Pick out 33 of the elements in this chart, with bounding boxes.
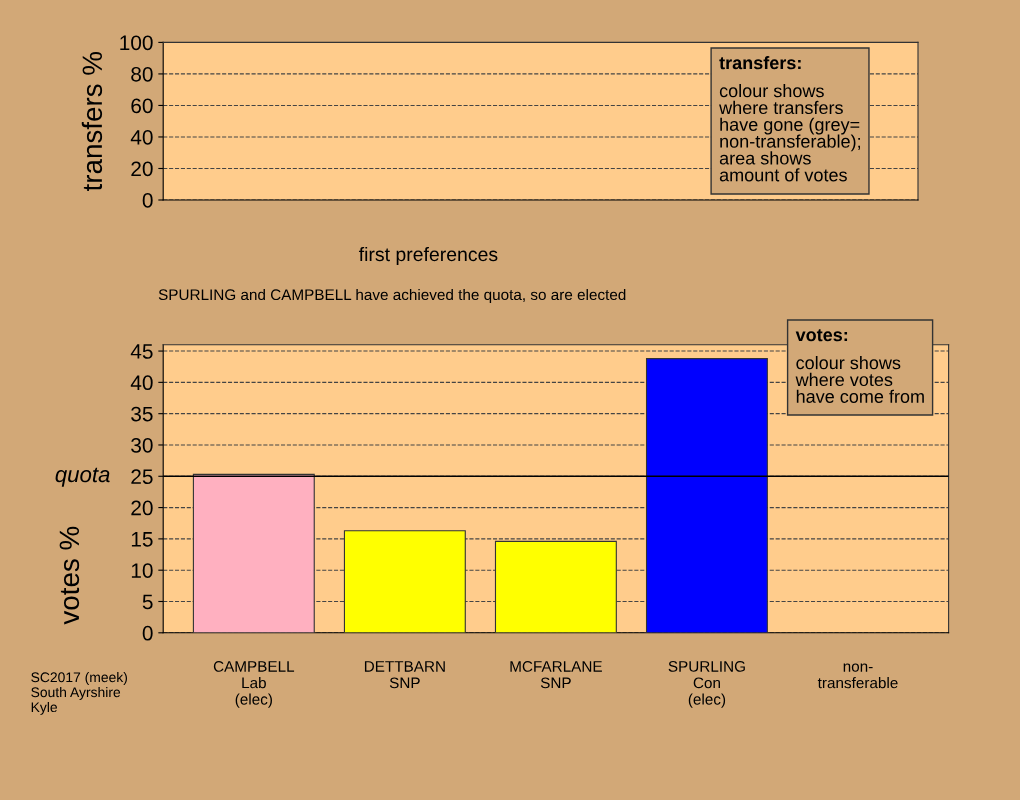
bar <box>645 358 768 633</box>
bar <box>343 530 466 633</box>
annotation: votes: colour shows where votes have come from <box>795 329 924 403</box>
y-tick-label: 25 <box>131 469 153 485</box>
y-tick-label: 80 <box>131 66 153 82</box>
annotation: transfers: colour shows where transfers have gone (grey= non-transferable); area shows amount of votes <box>719 56 860 182</box>
y-tick-label: 0 <box>142 193 153 208</box>
x-tick-label: non- transferable <box>817 663 898 689</box>
y-tick-label: 100 <box>120 35 153 51</box>
chart-title: first preferences <box>358 246 498 266</box>
y-tick-label: 10 <box>131 563 153 578</box>
y-axis-title: votes % <box>59 526 80 625</box>
x-tick-label: DETTBARN SNP <box>364 661 445 689</box>
y-tick-label: 35 <box>131 406 153 422</box>
text: SC2017 (meek) South Ayrshire Kyle <box>31 672 127 715</box>
chart-subtitle: SPURLING and CAMPBELL have achieved the quota, so are elected <box>158 288 626 304</box>
y-tick-label: 20 <box>131 500 153 516</box>
bar <box>192 473 315 633</box>
y-axis-title: transfers % <box>81 51 103 192</box>
y-tick-label: 40 <box>130 375 153 391</box>
y-tick-label: 15 <box>131 532 153 547</box>
y-tick-label: 0 <box>142 625 153 641</box>
y-tick-label: 30 <box>131 437 153 453</box>
x-tick-label: CAMPBELL Lab (elec) <box>213 660 295 708</box>
y-tick-label: 45 <box>130 344 153 359</box>
y-tick-label: 40 <box>130 129 153 145</box>
bar <box>494 540 617 633</box>
x-tick-label: MCFARLANE SNP <box>510 660 602 689</box>
x-tick-label: SPURLING Con (elec) <box>668 660 745 708</box>
y-tick-label: 60 <box>131 98 153 114</box>
y-tick-label: 5 <box>142 594 153 610</box>
y-tick-label: 20 <box>131 161 153 177</box>
ref-line-label: quota <box>55 467 110 487</box>
